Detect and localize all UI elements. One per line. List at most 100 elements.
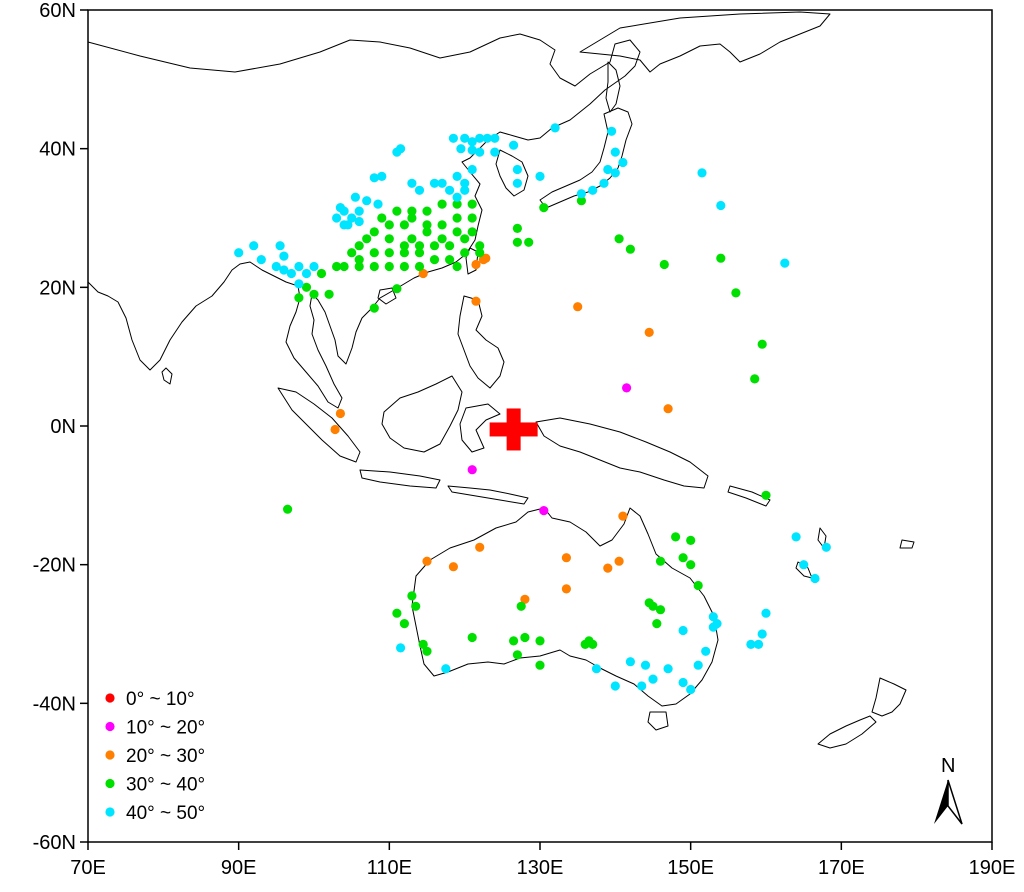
station-point-orange — [561, 584, 572, 594]
station-point-cyan — [354, 206, 364, 216]
lesser-sunda-coastline — [447, 485, 529, 505]
station-point-cyan — [392, 147, 402, 157]
station-point-cyan — [708, 622, 718, 632]
station-point-green — [437, 199, 447, 209]
station-point-cyan — [396, 643, 406, 653]
legend-swatch — [105, 778, 115, 789]
x-tick-label: 110E — [367, 857, 412, 879]
station-point-cyan — [686, 684, 696, 695]
station-point-cyan — [810, 573, 820, 584]
station-point-green — [399, 261, 409, 272]
legend-label: 20° ~ 30° — [126, 746, 205, 767]
center-marker — [489, 408, 538, 451]
station-point-green — [757, 339, 767, 349]
solomon-coastline — [727, 485, 771, 507]
station-point-green — [678, 553, 688, 563]
station-point-green — [467, 199, 477, 209]
station-point-cyan — [535, 171, 545, 181]
station-point-green — [445, 255, 455, 265]
hainan-coastline — [377, 287, 397, 305]
station-point-green — [399, 241, 409, 251]
y-tick-label: 60N — [39, 0, 76, 22]
legend-swatch — [105, 807, 115, 817]
station-point-orange — [614, 556, 624, 566]
station-point-green — [301, 282, 312, 292]
x-tick-label: 170E — [818, 857, 865, 879]
philippines-coastline — [457, 295, 505, 389]
fiji-coastline — [899, 539, 915, 549]
station-point-cyan — [791, 532, 801, 542]
station-point-green — [414, 261, 425, 272]
station-point-green — [316, 268, 327, 279]
station-point-green — [524, 237, 534, 247]
station-point-green — [539, 203, 549, 213]
legend-label: 40° ~ 50° — [126, 803, 205, 824]
station-point-cyan — [603, 164, 613, 175]
station-point-green — [414, 248, 425, 258]
station-point-cyan — [625, 657, 636, 667]
station-point-cyan — [693, 660, 703, 670]
station-point-green — [625, 244, 636, 254]
y-tick-label: -20N — [33, 555, 76, 577]
station-point-green — [659, 259, 669, 270]
sri-lanka-coastline — [161, 367, 173, 385]
station-point-cyan — [550, 123, 560, 133]
station-point-cyan — [607, 126, 617, 136]
station-point-green — [716, 253, 726, 263]
station-point-orange — [561, 553, 572, 563]
sakhalin-coastline — [605, 61, 621, 113]
station-point-cyan — [460, 133, 470, 143]
station-point-cyan — [780, 258, 790, 268]
station-point-orange — [471, 259, 481, 270]
station-point-green — [384, 248, 394, 258]
station-point-green — [693, 580, 703, 591]
station-point-cyan — [294, 279, 304, 289]
station-point-cyan — [482, 133, 492, 143]
station-point-green — [332, 261, 342, 272]
station-point-cyan — [716, 200, 726, 211]
y-tick-label: -40N — [33, 693, 76, 715]
tasmania-coastline — [647, 711, 669, 731]
station-point-orange — [422, 556, 432, 566]
station-point-green — [422, 646, 432, 656]
north-arrow: N — [934, 755, 963, 825]
station-point-cyan — [753, 639, 764, 650]
station-point-green — [407, 591, 417, 601]
station-point-cyan — [678, 625, 688, 636]
coastlines — [87, 11, 915, 749]
station-point-green — [407, 206, 417, 216]
legend-label: 30° ~ 40° — [126, 775, 205, 796]
station-point-green — [429, 255, 440, 265]
station-point-orange — [481, 253, 491, 263]
station-point-green — [362, 234, 372, 244]
station-point-green — [429, 241, 440, 251]
station-point-green — [422, 227, 432, 237]
station-point-green — [384, 234, 394, 244]
station-point-cyan — [456, 144, 466, 154]
station-point-cyan — [799, 560, 809, 570]
station-point-cyan — [490, 147, 500, 157]
station-point-green — [508, 636, 519, 646]
station-point-green — [414, 241, 425, 251]
legend-swatch — [105, 721, 115, 732]
sulawesi-coastline — [459, 403, 501, 453]
station-point-green — [422, 206, 432, 216]
station-point-green — [475, 241, 485, 251]
station-point-green — [399, 248, 409, 258]
y-tick-label: 40N — [39, 139, 76, 161]
station-point-cyan — [377, 171, 387, 181]
station-point-cyan — [429, 178, 440, 188]
north-arrow-label: N — [941, 755, 955, 777]
station-point-orange — [644, 327, 654, 337]
station-point-cyan — [448, 133, 458, 143]
station-point-cyan — [452, 192, 462, 202]
station-point-green — [437, 220, 447, 230]
station-point-cyan — [335, 203, 345, 213]
station-point-cyan — [437, 178, 447, 188]
station-point-cyan — [475, 133, 485, 143]
station-point-orange — [520, 594, 530, 604]
station-point-cyan — [618, 157, 628, 168]
station-point-green — [750, 374, 760, 384]
x-tick-label: 70E — [70, 857, 106, 879]
